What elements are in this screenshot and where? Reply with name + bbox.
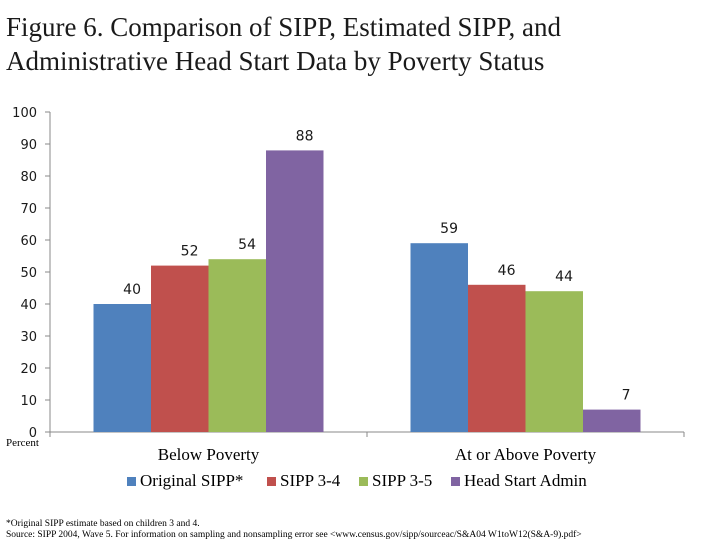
data-label: 52 — [181, 244, 199, 260]
data-label: 40 — [123, 282, 141, 298]
y-tick-label: 0 — [29, 426, 37, 441]
y-tick-label: 30 — [20, 330, 37, 345]
legend-label: Original SIPP* — [140, 471, 243, 490]
bar-1-2 — [525, 291, 583, 432]
legend-swatch — [451, 477, 460, 486]
x-category-label: At or Above Poverty — [455, 445, 597, 464]
bar-0-0 — [93, 304, 151, 432]
data-label: 59 — [440, 221, 458, 237]
y-tick-label: 40 — [20, 298, 37, 313]
x-category-label: Below Poverty — [158, 445, 260, 464]
y-tick-label: 70 — [20, 202, 37, 217]
legend-swatch — [267, 477, 276, 486]
legend-swatch — [359, 477, 368, 486]
bar-0-2 — [208, 259, 266, 432]
y-tick-label: 10 — [20, 394, 37, 409]
bar-1-1 — [468, 284, 526, 432]
y-tick-label: 80 — [20, 170, 37, 185]
y-tick-label: 90 — [20, 138, 37, 153]
y-tick-label: 20 — [20, 362, 37, 377]
footnote-source: Source: SIPP 2004, Wave 5. For informati… — [6, 530, 582, 540]
legend-label: SIPP 3-5 — [372, 471, 432, 490]
bar-1-3 — [583, 409, 641, 432]
chart-title: Figure 6. Comparison of SIPP, Estimated … — [6, 12, 562, 76]
data-label: 88 — [296, 128, 314, 144]
data-label: 46 — [498, 263, 516, 279]
bar-0-1 — [151, 265, 209, 432]
y-tick-label: 50 — [20, 266, 37, 281]
bar-1-0 — [410, 243, 468, 432]
data-label: 44 — [555, 269, 573, 285]
data-label: 7 — [622, 388, 631, 404]
legend-label: Head Start Admin — [464, 471, 587, 490]
footnote-original-sipp: *Original SIPP estimate based on childre… — [6, 519, 200, 529]
y-axis-unit-label: Percent — [6, 437, 39, 449]
bar-0-3 — [266, 150, 324, 432]
data-label: 54 — [238, 237, 256, 253]
legend-label: SIPP 3-4 — [280, 471, 341, 490]
y-tick-label: 60 — [20, 234, 37, 249]
legend-swatch — [127, 477, 136, 486]
y-tick-label: 100 — [12, 106, 37, 121]
